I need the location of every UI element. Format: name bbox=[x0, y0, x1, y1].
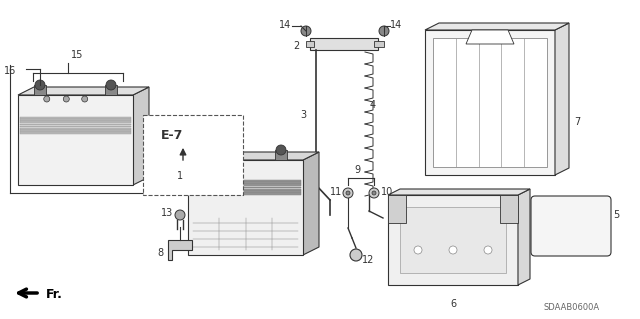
Circle shape bbox=[350, 249, 362, 261]
Polygon shape bbox=[400, 207, 506, 273]
Polygon shape bbox=[433, 38, 547, 167]
Text: 7: 7 bbox=[574, 117, 580, 127]
Circle shape bbox=[343, 188, 353, 198]
Polygon shape bbox=[168, 240, 192, 260]
Circle shape bbox=[44, 96, 50, 102]
Polygon shape bbox=[20, 126, 131, 127]
Polygon shape bbox=[275, 150, 287, 160]
Polygon shape bbox=[555, 23, 569, 175]
Bar bbox=[143, 115, 243, 195]
Circle shape bbox=[346, 191, 350, 195]
Polygon shape bbox=[190, 187, 301, 189]
Circle shape bbox=[63, 96, 69, 102]
Polygon shape bbox=[20, 123, 131, 125]
Polygon shape bbox=[190, 182, 301, 184]
Circle shape bbox=[190, 174, 196, 180]
Circle shape bbox=[35, 80, 45, 90]
Circle shape bbox=[157, 171, 169, 183]
Text: 15: 15 bbox=[71, 50, 83, 60]
Polygon shape bbox=[20, 132, 131, 134]
Polygon shape bbox=[133, 87, 149, 185]
Circle shape bbox=[187, 171, 199, 183]
Text: 6: 6 bbox=[450, 299, 456, 309]
Polygon shape bbox=[190, 193, 301, 195]
Polygon shape bbox=[188, 160, 303, 255]
Circle shape bbox=[205, 145, 215, 155]
Polygon shape bbox=[388, 195, 518, 285]
Polygon shape bbox=[20, 117, 131, 118]
Polygon shape bbox=[303, 152, 319, 255]
Polygon shape bbox=[34, 85, 46, 95]
Polygon shape bbox=[190, 180, 301, 182]
FancyBboxPatch shape bbox=[531, 196, 611, 256]
Text: 13: 13 bbox=[161, 208, 173, 218]
Circle shape bbox=[160, 174, 166, 180]
Polygon shape bbox=[20, 122, 131, 123]
Text: 1: 1 bbox=[177, 171, 183, 181]
Polygon shape bbox=[518, 189, 530, 285]
Polygon shape bbox=[20, 128, 131, 130]
Circle shape bbox=[484, 246, 492, 254]
Circle shape bbox=[372, 191, 376, 195]
Text: 10: 10 bbox=[381, 187, 393, 197]
Polygon shape bbox=[18, 87, 149, 95]
Text: SDAAB0600A: SDAAB0600A bbox=[544, 303, 600, 312]
Circle shape bbox=[209, 179, 221, 191]
Polygon shape bbox=[190, 191, 301, 193]
Polygon shape bbox=[20, 130, 131, 132]
Circle shape bbox=[175, 210, 185, 220]
Text: 14: 14 bbox=[279, 20, 291, 30]
Polygon shape bbox=[204, 150, 216, 160]
Text: Fr.: Fr. bbox=[46, 287, 63, 300]
Text: 12: 12 bbox=[362, 255, 374, 265]
Polygon shape bbox=[20, 119, 131, 121]
Text: 14: 14 bbox=[390, 20, 403, 30]
Text: 2: 2 bbox=[292, 41, 299, 51]
Polygon shape bbox=[188, 152, 319, 160]
Circle shape bbox=[369, 188, 379, 198]
Polygon shape bbox=[190, 189, 301, 190]
Polygon shape bbox=[466, 30, 514, 44]
Polygon shape bbox=[306, 41, 314, 47]
Polygon shape bbox=[500, 195, 518, 223]
Text: 5: 5 bbox=[613, 210, 620, 220]
Text: 8: 8 bbox=[157, 248, 163, 258]
Polygon shape bbox=[190, 184, 301, 186]
Text: 9: 9 bbox=[354, 165, 360, 175]
Circle shape bbox=[379, 26, 389, 36]
Circle shape bbox=[212, 182, 218, 188]
Polygon shape bbox=[105, 85, 117, 95]
Text: E-7: E-7 bbox=[161, 129, 184, 142]
Polygon shape bbox=[388, 195, 406, 223]
Polygon shape bbox=[18, 95, 133, 185]
Polygon shape bbox=[374, 41, 384, 47]
Polygon shape bbox=[388, 189, 530, 195]
Polygon shape bbox=[425, 30, 555, 175]
Polygon shape bbox=[310, 38, 378, 50]
Circle shape bbox=[414, 246, 422, 254]
Text: 3: 3 bbox=[300, 110, 306, 120]
Polygon shape bbox=[425, 23, 569, 30]
Text: 11: 11 bbox=[330, 187, 342, 197]
Circle shape bbox=[276, 145, 286, 155]
Circle shape bbox=[301, 26, 311, 36]
Circle shape bbox=[106, 80, 116, 90]
Circle shape bbox=[82, 96, 88, 102]
Circle shape bbox=[449, 246, 457, 254]
Text: 4: 4 bbox=[370, 100, 376, 110]
Text: 16: 16 bbox=[4, 66, 16, 76]
